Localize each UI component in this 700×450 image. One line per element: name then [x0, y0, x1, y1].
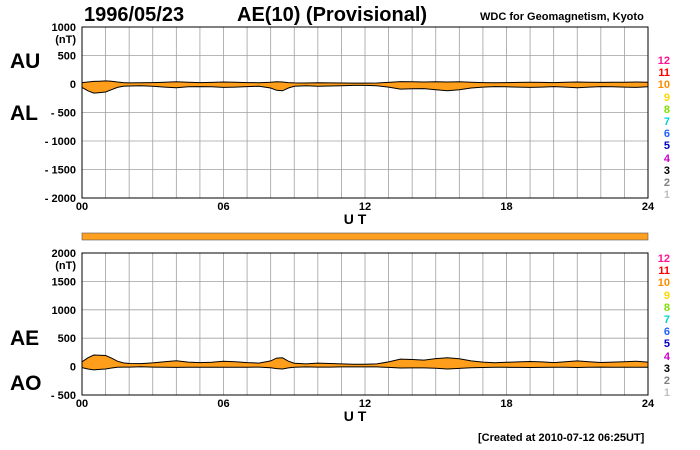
station-level-10: 10	[657, 79, 670, 92]
x-tick-label: 18	[500, 201, 512, 213]
station-level-9: 9	[663, 289, 670, 302]
x-axis-label: U T	[344, 408, 367, 424]
plot-frame	[81, 26, 649, 199]
y-tick-label: - 500	[51, 390, 76, 402]
station-level-7: 7	[663, 314, 670, 326]
x-tick-label: 12	[359, 398, 371, 410]
created-timestamp: [Created at 2010-07-12 06:25UT]	[478, 432, 645, 444]
y-tick-label: 500	[58, 51, 76, 63]
x-tick-label: 00	[76, 201, 88, 213]
y-tick-label: 1500	[52, 276, 76, 288]
x-tick-label: 06	[217, 201, 229, 213]
unit-label: (nT)	[55, 260, 76, 272]
x-tick-label: 24	[642, 201, 655, 213]
station-level-3: 3	[663, 164, 670, 177]
series-area-fill	[82, 80, 648, 94]
y-tick-label: - 1000	[45, 136, 76, 148]
series-line-ae	[81, 354, 649, 365]
station-level-5: 5	[663, 338, 670, 351]
station-level-7: 7	[663, 116, 670, 128]
y-tick-label: 500	[58, 333, 76, 345]
station-level-2: 2	[663, 177, 670, 189]
series-line-au	[81, 80, 649, 84]
x-axis-label: U T	[344, 211, 367, 227]
station-level-5: 5	[663, 140, 670, 153]
station-level-9: 9	[663, 91, 670, 104]
station-level-3: 3	[663, 362, 670, 375]
ao-label: AO	[10, 372, 42, 395]
page-title: AE(10) (Provisional)	[237, 4, 428, 26]
date-title: 1996/05/23	[84, 4, 185, 26]
station-level-4: 4	[663, 152, 670, 165]
station-level-12: 12	[657, 55, 670, 67]
y-tick-label: - 500	[51, 108, 76, 120]
station-level-10: 10	[657, 277, 670, 290]
station-level-11: 11	[658, 265, 670, 278]
station-level-8: 8	[663, 103, 670, 116]
station-level-2: 2	[663, 375, 670, 387]
station-level-6: 6	[663, 326, 670, 339]
coverage-bar	[81, 232, 649, 241]
station-level-1: 1	[663, 189, 670, 202]
x-tick-label: 18	[500, 398, 512, 410]
y-tick-label: - 1500	[45, 165, 76, 177]
y-tick-label: 0	[70, 79, 76, 91]
al-label: AL	[10, 102, 38, 125]
station-level-6: 6	[663, 128, 670, 141]
x-tick-label: 12	[359, 201, 371, 213]
station-level-1: 1	[663, 387, 670, 400]
y-tick-label: 0	[70, 362, 76, 374]
unit-label: (nT)	[55, 34, 76, 46]
series-line-ao	[81, 366, 649, 371]
station-level-8: 8	[663, 301, 670, 314]
y-tick-label: 1000	[52, 22, 76, 34]
y-tick-label: - 2000	[45, 193, 76, 205]
series-line-al	[81, 84, 649, 94]
y-tick-label: 2000	[52, 248, 76, 260]
au-label: AU	[10, 50, 41, 73]
ae-label: AE	[10, 327, 40, 350]
source-label: WDC for Geomagnetism, Kyoto	[480, 11, 644, 23]
x-tick-label: 24	[642, 398, 655, 410]
x-tick-label: 00	[76, 398, 88, 410]
x-tick-label: 06	[217, 398, 229, 410]
series-area-fill	[82, 355, 648, 370]
y-tick-label: 1000	[52, 305, 76, 317]
station-level-4: 4	[663, 350, 670, 363]
plot-frame	[81, 252, 649, 396]
station-level-11: 11	[658, 67, 670, 80]
station-level-12: 12	[657, 253, 670, 265]
